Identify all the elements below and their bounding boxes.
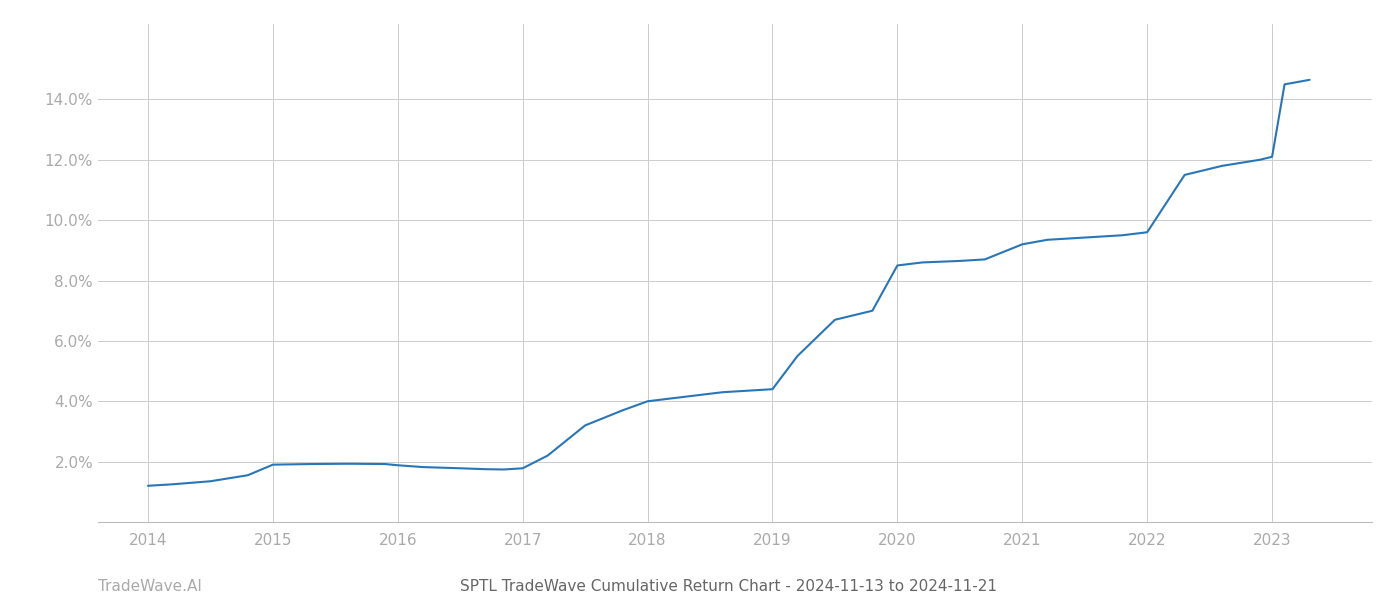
Text: TradeWave.AI: TradeWave.AI bbox=[98, 579, 202, 594]
Text: SPTL TradeWave Cumulative Return Chart - 2024-11-13 to 2024-11-21: SPTL TradeWave Cumulative Return Chart -… bbox=[459, 579, 997, 594]
